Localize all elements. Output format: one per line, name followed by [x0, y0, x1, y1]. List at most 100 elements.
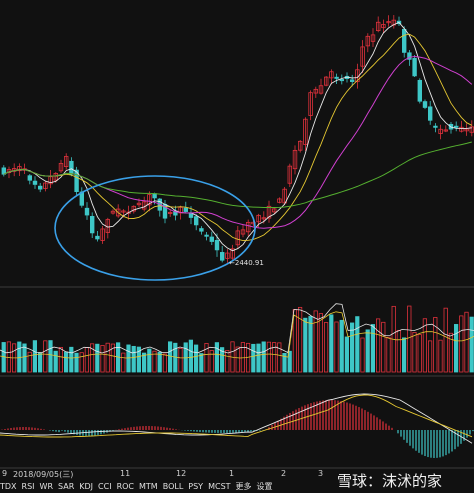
candle-body — [360, 46, 365, 67]
tab-more[interactable]: 更多 — [235, 482, 252, 491]
candle-body — [95, 235, 100, 240]
candle-body — [84, 207, 90, 216]
candle-body — [69, 160, 74, 175]
volume-bar — [323, 322, 329, 373]
volume-bar — [318, 313, 324, 373]
x-axis-labels: 9 2018/09/05(三) 11 12 1 2 3 — [0, 469, 474, 481]
candle-body — [121, 210, 126, 213]
candle-body — [38, 185, 43, 190]
volume-bar — [178, 347, 183, 373]
volume-bar — [344, 336, 350, 373]
volume-bar — [370, 324, 376, 373]
tab-sar[interactable]: SAR — [58, 482, 75, 491]
volume-bar — [27, 351, 32, 373]
volume-bar — [32, 340, 38, 373]
tab-mcst[interactable]: MCST — [208, 482, 231, 491]
volume-bar — [277, 342, 282, 373]
volume-bar — [417, 334, 422, 373]
volume-bar — [167, 341, 173, 373]
candle-body — [256, 214, 261, 223]
volume-bar — [438, 339, 443, 373]
volume-bar — [121, 352, 126, 373]
candle-body — [407, 52, 412, 60]
watermark-text: 雪球：沫沭的家 — [337, 472, 443, 490]
volume-bar — [64, 351, 69, 373]
candle-body — [214, 239, 220, 251]
candle-body — [110, 210, 116, 214]
candle-body — [199, 228, 204, 232]
candle-body — [235, 230, 240, 246]
candle-body — [219, 252, 225, 261]
tab-cci[interactable]: CCI — [98, 482, 112, 491]
volume-bar — [74, 352, 79, 373]
candle-body — [386, 21, 391, 24]
candle-body — [381, 24, 386, 29]
candle-body — [152, 193, 157, 199]
volume-bar — [219, 347, 225, 373]
candle-body — [427, 106, 433, 121]
volume-bar — [407, 305, 412, 373]
volume-bar — [453, 324, 459, 373]
candle-body — [401, 28, 407, 53]
volume-bar — [271, 342, 277, 373]
candle-body — [64, 156, 69, 168]
volume-ma-line — [0, 303, 474, 354]
volume-bar — [38, 352, 43, 373]
tab-wr[interactable]: WR — [39, 482, 53, 491]
candle-body — [225, 252, 230, 259]
candle-body — [261, 217, 266, 220]
candle-body — [230, 248, 235, 259]
candle-body — [292, 149, 298, 170]
volume-bar — [22, 343, 27, 373]
candle-body — [116, 208, 121, 217]
candle-body — [266, 205, 272, 219]
candle-body — [204, 234, 209, 237]
volume-bar — [147, 348, 152, 373]
volume-bar — [464, 311, 469, 373]
volume-bar — [334, 321, 339, 373]
volume-bar — [157, 351, 162, 373]
tab-rsi[interactable]: RSI — [21, 482, 35, 491]
candle-body — [32, 180, 38, 185]
candle-body — [240, 229, 246, 235]
tab-tdx[interactable]: TDX — [0, 482, 17, 491]
candle-body — [422, 101, 428, 108]
volume-bar — [199, 353, 204, 373]
candle-body — [74, 169, 79, 193]
volume-bar — [287, 350, 292, 373]
volume-bar — [193, 344, 199, 373]
ma60-line — [3, 141, 472, 208]
volume-bar — [162, 353, 167, 373]
tab-roc[interactable]: ROC — [116, 482, 135, 491]
volume-bar — [43, 340, 48, 373]
tab-boll[interactable]: BOLL — [162, 482, 184, 491]
volume-bar — [95, 343, 100, 373]
volume-bar — [427, 340, 433, 373]
volume-bar — [256, 343, 261, 373]
volume-bar — [105, 342, 110, 373]
volume-bar — [433, 317, 438, 373]
candle-body — [443, 129, 448, 132]
volume-bar — [136, 346, 141, 373]
volume-bar — [459, 315, 464, 373]
candle-body — [453, 125, 459, 128]
candle-body — [245, 221, 251, 233]
volume-bar — [188, 339, 193, 373]
candle-body — [370, 34, 376, 42]
volume-bar — [375, 318, 381, 373]
volume-bar — [251, 343, 256, 373]
tab-psy[interactable]: PSY — [188, 482, 204, 491]
candle-body — [459, 126, 464, 132]
candle-body — [464, 128, 469, 132]
tab-settings[interactable]: 设置 — [256, 482, 273, 491]
volume-bar — [131, 345, 136, 373]
candle-body — [90, 216, 95, 234]
candle-body — [147, 194, 152, 206]
tab-mtm[interactable]: MTM — [139, 482, 158, 491]
x-axis-label-cursor-date: 2018/09/05(三) — [13, 470, 74, 479]
candle-body — [412, 58, 417, 77]
tab-kdj[interactable]: KDJ — [79, 482, 94, 491]
volume-bar — [339, 319, 344, 373]
